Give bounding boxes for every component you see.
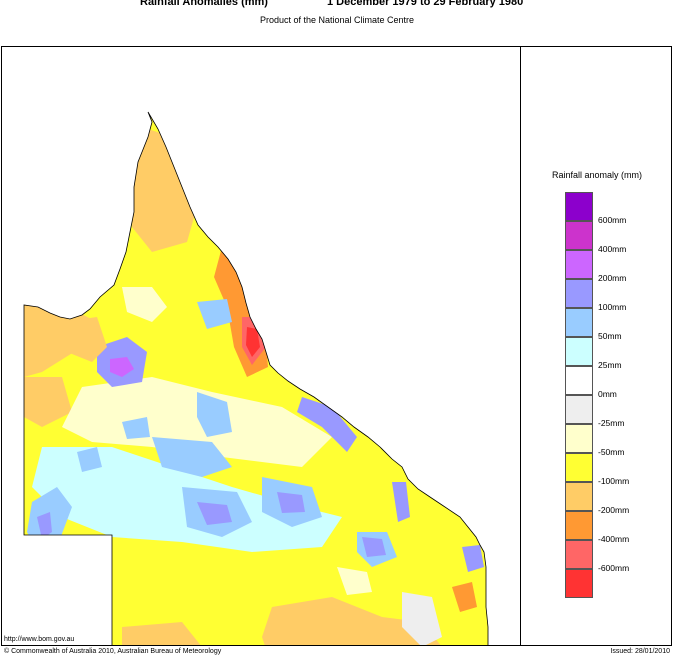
legend-divider: [520, 46, 521, 646]
legend-label: 25mm: [598, 360, 622, 370]
legend-swatch: [565, 366, 593, 395]
legend-swatch: [565, 221, 593, 250]
legend-swatch: [565, 569, 593, 598]
legend-swatch: [565, 482, 593, 511]
legend-swatch: [565, 308, 593, 337]
legend-swatch: [565, 192, 593, 221]
map-period: 1 December 1979 to 29 February 1980: [327, 0, 524, 8]
footer-url[interactable]: http://www.bom.gov.au: [4, 636, 75, 643]
legend-label: 200mm: [598, 273, 627, 283]
legend-label: 600mm: [598, 215, 627, 225]
legend-label: 100mm: [598, 302, 627, 312]
map-subtitle: Product of the National Climate Centre: [259, 15, 415, 25]
state-outline: [23, 111, 489, 645]
legend-swatch: [565, 395, 593, 424]
legend-title: Rainfall anomaly (mm): [551, 170, 643, 180]
legend-swatch: [565, 424, 593, 453]
map-header: Rainfall Anomalies (mm) 1 December 1979 …: [0, 0, 674, 12]
legend-label: -200mm: [598, 505, 630, 515]
legend-label: 400mm: [598, 244, 627, 254]
legend-swatch: [565, 540, 593, 569]
queensland-anomaly-map: [23, 111, 489, 645]
legend-label: 0mm: [598, 389, 617, 399]
legend-swatch: [565, 250, 593, 279]
footer-copyright: © Commonwealth of Australia 2010, Austra…: [4, 648, 222, 655]
legend-label: -600mm: [598, 563, 630, 573]
legend-label: -25mm: [598, 418, 625, 428]
legend-swatch: [565, 337, 593, 366]
legend-swatch: [565, 511, 593, 540]
map-title: Rainfall Anomalies (mm): [140, 0, 268, 8]
legend-label: -100mm: [598, 476, 630, 486]
legend-label: -400mm: [598, 534, 630, 544]
legend-label: 50mm: [598, 331, 622, 341]
legend-label: -50mm: [598, 447, 625, 457]
legend-swatch: [565, 453, 593, 482]
legend-swatch: [565, 279, 593, 308]
footer-issued: Issued: 28/01/2010: [610, 648, 670, 655]
map-frame: [1, 46, 672, 646]
